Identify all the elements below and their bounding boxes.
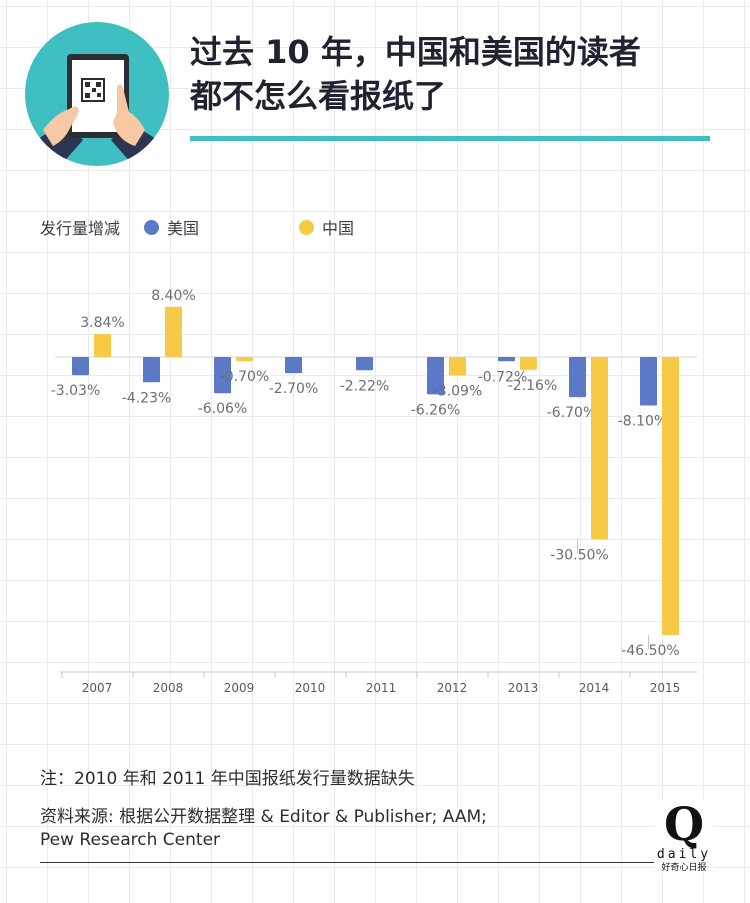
brand-mark: Q [663, 797, 705, 851]
bar-cn [520, 357, 537, 370]
data-label-us: -8.10% [618, 413, 668, 429]
x-tick-label: 2009 [224, 681, 255, 695]
bar-cn [165, 306, 182, 357]
data-label-cn: -2.16% [508, 378, 558, 394]
x-tick-label: 2013 [508, 681, 539, 695]
legend-label-us: 美国 [167, 219, 200, 238]
source-line-1: 资料来源: 根据公开数据整理 & Editor & Publisher; AAM… [40, 807, 487, 827]
footnote: 注：2010 年和 2011 年中国报纸发行量数据缺失 [40, 769, 415, 789]
bar-us [640, 357, 657, 406]
data-label-cn: 8.40% [151, 288, 195, 304]
bar-us [214, 357, 231, 394]
data-label-cn: 3.84% [80, 315, 124, 331]
data-label-cn: -0.70% [220, 369, 270, 385]
bar-us [356, 357, 373, 371]
data-label-us: -6.06% [198, 401, 248, 417]
x-tick-label: 2012 [437, 681, 468, 695]
data-label-cn: -30.50% [550, 547, 608, 563]
bar-cn [449, 357, 466, 376]
legend-label-cn: 中国 [322, 219, 355, 238]
legend-item-us: 美国 [144, 215, 199, 239]
bar-us [427, 357, 444, 395]
bar-cn [94, 334, 111, 357]
data-label-cn: -46.50% [621, 643, 679, 659]
x-tick-label: 2011 [366, 681, 397, 695]
source-note: 资料来源: 根据公开数据整理 & Editor & Publisher; AAM… [40, 806, 487, 852]
bar-cn [662, 357, 679, 636]
x-tick-label: 2007 [82, 681, 113, 695]
bar-cn [591, 357, 608, 540]
legend-item-cn: 中国 [299, 215, 354, 239]
bar-chart: 2007 -3.03% 3.84% 2008 -4.23% 8.40% 2009 -6.06%… [51, 288, 697, 695]
data-label-us: -4.23% [122, 390, 172, 406]
legend-swatch-cn [299, 219, 315, 235]
data-label-us: -2.22% [340, 378, 390, 394]
source-line-2: Pew Research Center [40, 830, 221, 850]
data-label-us: -0.72% [478, 369, 528, 385]
brand-logo: Q daily 好奇心日报 [654, 800, 714, 874]
bar-us [285, 357, 302, 374]
data-label-us: -3.03% [51, 383, 101, 399]
x-tick-label: 2015 [650, 681, 681, 695]
x-tick-label: 2008 [153, 681, 184, 695]
footer-divider [40, 862, 670, 863]
data-label-us: -2.70% [269, 381, 319, 397]
data-label-us: -6.26% [411, 402, 461, 418]
chart-legend: 发行量增减 美国 中国 [40, 214, 354, 240]
brand-wordmark: daily [656, 847, 712, 862]
bar-us [143, 357, 160, 383]
page-title: 过去 10 年，中国和美国的读者 都不怎么看报纸了 [190, 33, 641, 115]
tablet-qr-hands-icon [25, 22, 169, 166]
legend-swatch-us [144, 219, 160, 235]
x-tick-label: 2014 [579, 681, 610, 695]
x-tick-label: 2010 [295, 681, 326, 695]
bar-us [498, 357, 515, 362]
bar-us [569, 357, 586, 398]
data-label-cn: -3.09% [433, 383, 483, 399]
bar-us [72, 357, 89, 376]
title-divider [190, 136, 710, 141]
legend-title: 发行量增减 [40, 219, 121, 238]
brand-name-cn: 好奇心日报 [661, 863, 707, 873]
bar-cn [236, 357, 253, 362]
data-label-us: -6.70% [547, 405, 597, 421]
